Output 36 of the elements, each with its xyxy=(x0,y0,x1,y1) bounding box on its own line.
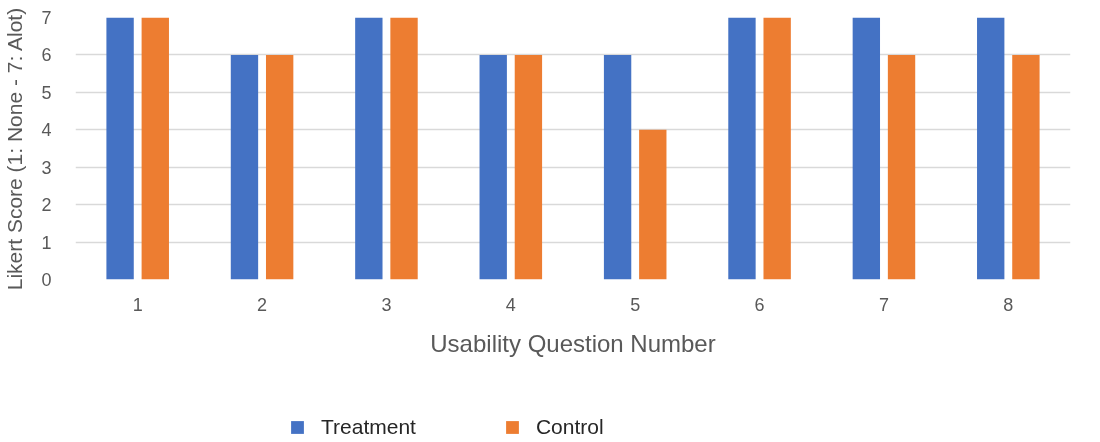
legend-label: Treatment xyxy=(321,415,416,439)
bar xyxy=(106,17,134,280)
y-tick-label: 7 xyxy=(41,8,52,28)
bar xyxy=(728,17,756,280)
bar xyxy=(355,17,383,280)
y-tick-label: 2 xyxy=(41,195,52,216)
x-tick-label: 1 xyxy=(132,294,143,315)
y-tick-label: 3 xyxy=(41,157,52,178)
y-axis-title: Likert Score (1: None - 7: Alot) xyxy=(3,7,27,291)
x-tick-label: 6 xyxy=(754,294,765,315)
bar xyxy=(639,129,667,280)
bar xyxy=(141,17,169,280)
bar xyxy=(852,17,881,280)
x-tick-label: 3 xyxy=(381,294,392,315)
x-tick-label: 5 xyxy=(630,294,641,315)
bar xyxy=(390,17,418,280)
bar xyxy=(603,54,632,280)
bar xyxy=(1012,54,1040,280)
bar xyxy=(887,54,916,280)
x-tick-label: 2 xyxy=(257,294,268,315)
x-tick-label: 7 xyxy=(878,294,889,315)
x-axis-title: Usability Question Number xyxy=(430,329,716,357)
y-tick-label: 0 xyxy=(41,270,52,290)
x-tick-label: 4 xyxy=(505,294,516,315)
bar xyxy=(479,54,507,280)
y-tick-label: 4 xyxy=(41,120,52,141)
bar xyxy=(514,54,543,280)
x-tick-label: 8 xyxy=(1003,294,1014,315)
y-tick-label: 6 xyxy=(41,45,52,66)
legend-label: Control xyxy=(535,415,604,439)
y-tick-label: 5 xyxy=(41,82,52,103)
bar xyxy=(230,54,259,280)
bar xyxy=(265,54,294,280)
y-tick-label: 1 xyxy=(41,232,52,253)
bar xyxy=(977,17,1005,280)
bar xyxy=(763,17,791,280)
